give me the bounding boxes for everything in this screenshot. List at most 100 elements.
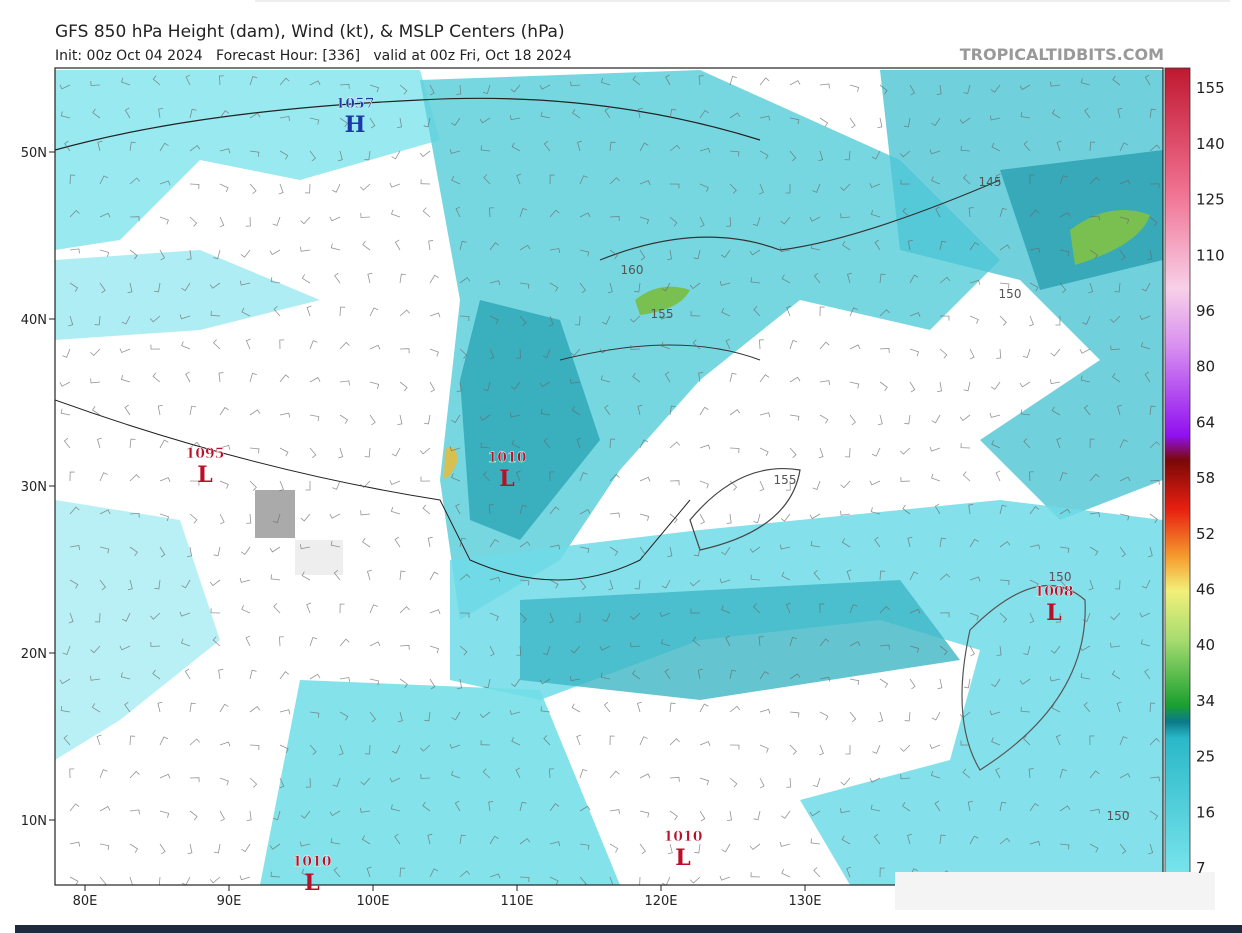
wind-barb: [1059, 579, 1067, 591]
wind-barb: [849, 307, 858, 317]
wind-barb: [540, 111, 551, 119]
wind-barb: [279, 116, 291, 122]
wind-barb: [939, 834, 946, 845]
wind-barb: [159, 439, 169, 449]
wind-barb: [479, 414, 491, 421]
wind-barb: [543, 437, 551, 449]
wind-barb: [219, 444, 231, 450]
wind-barb: [841, 835, 851, 845]
wind-barb: [1084, 107, 1091, 119]
wind-barb: [579, 212, 591, 218]
wind-barb: [1119, 142, 1129, 152]
wind-barb: [753, 810, 761, 821]
wind-barb: [399, 84, 408, 95]
wind-barb: [759, 480, 765, 492]
wind-barb: [1149, 810, 1159, 820]
wind-barb: [369, 414, 376, 426]
wind-barb: [455, 503, 461, 515]
wind-barb: [608, 579, 614, 591]
wind-barb: [1111, 670, 1121, 680]
wind-barb: [750, 872, 761, 878]
wind-barb: [877, 117, 883, 129]
wind-barb: [819, 638, 830, 647]
wind-barb: [939, 240, 947, 251]
wind-barb: [721, 843, 731, 853]
wind-barb: [459, 277, 471, 284]
wind-barb: [758, 636, 764, 647]
wind-barb: [810, 243, 821, 251]
wind-barb: [511, 439, 521, 449]
wind-barb: [330, 243, 341, 251]
wind-barb: [360, 510, 371, 516]
wind-barb: [99, 546, 110, 554]
wind-barb: [759, 339, 764, 350]
wind-barb: [1022, 348, 1031, 359]
wind-barb: [969, 348, 975, 360]
wind-barb: [360, 777, 371, 786]
wind-barb: [99, 876, 107, 885]
wind-barb: [1020, 409, 1031, 416]
wind-barb: [996, 645, 1002, 656]
wind-barb: [1147, 546, 1153, 558]
wind-barb: [450, 770, 461, 779]
wind-barb: [689, 282, 701, 290]
wind-barb: [185, 74, 191, 86]
wind-barb: [309, 673, 321, 680]
wind-barb: [540, 706, 551, 713]
wind-barb: [184, 668, 191, 680]
wind-barb: [963, 381, 971, 392]
wind-barb: [519, 801, 527, 812]
wind-barb: [637, 404, 643, 416]
lon-tick-label: 90E: [217, 894, 242, 909]
wind-barb: [300, 216, 311, 225]
wind-barb: [129, 876, 133, 885]
wind-barb: [129, 141, 136, 152]
wind-barb: [819, 117, 829, 127]
wind-barb: [779, 247, 791, 253]
wind-barb: [510, 678, 521, 687]
wind-barb: [1139, 612, 1151, 618]
wind-barb: [157, 701, 163, 713]
wind-barb: [1144, 371, 1151, 383]
wind-barb: [729, 705, 741, 713]
wind-barb: [969, 241, 979, 251]
wind-barb: [1114, 282, 1121, 293]
wind-barb: [879, 678, 889, 688]
wind-barb: [609, 141, 616, 152]
wind-barb: [152, 372, 161, 383]
wind-barb: [879, 605, 890, 614]
wind-barb: [99, 579, 107, 591]
wind-barb: [759, 115, 771, 121]
wind-barb: [609, 809, 621, 815]
wind-barb: [759, 744, 769, 753]
wind-barb: [697, 668, 703, 680]
wind-barb: [729, 372, 737, 383]
wind-barb: [489, 835, 499, 845]
wind-barb: [667, 843, 673, 855]
wind-barb: [1029, 840, 1041, 846]
wind-barb: [68, 315, 74, 327]
wind-barb: [158, 876, 161, 885]
wind-barb: [209, 282, 221, 289]
wind-barb: [780, 513, 791, 522]
wind-barb: [1149, 776, 1160, 782]
wind-barb: [300, 513, 311, 522]
wind-barb: [390, 506, 401, 515]
wind-barb: [995, 767, 1001, 779]
wind-barb: [300, 246, 311, 252]
wind-barb: [270, 277, 281, 284]
wind-barb: [909, 348, 920, 357]
wind-barb: [219, 183, 229, 193]
wind-barb: [249, 75, 258, 86]
wind-barb: [245, 635, 251, 647]
wind-barb: [189, 480, 200, 486]
wind-barb: [334, 272, 341, 284]
wind-barb: [750, 277, 761, 284]
wind-barb: [934, 503, 941, 515]
wind-barb: [459, 348, 468, 359]
wind-barb: [152, 669, 161, 680]
wind-barb: [1141, 282, 1151, 292]
wind-barb: [571, 406, 581, 416]
wind-barb: [187, 843, 193, 855]
wind-barb: [69, 768, 75, 779]
